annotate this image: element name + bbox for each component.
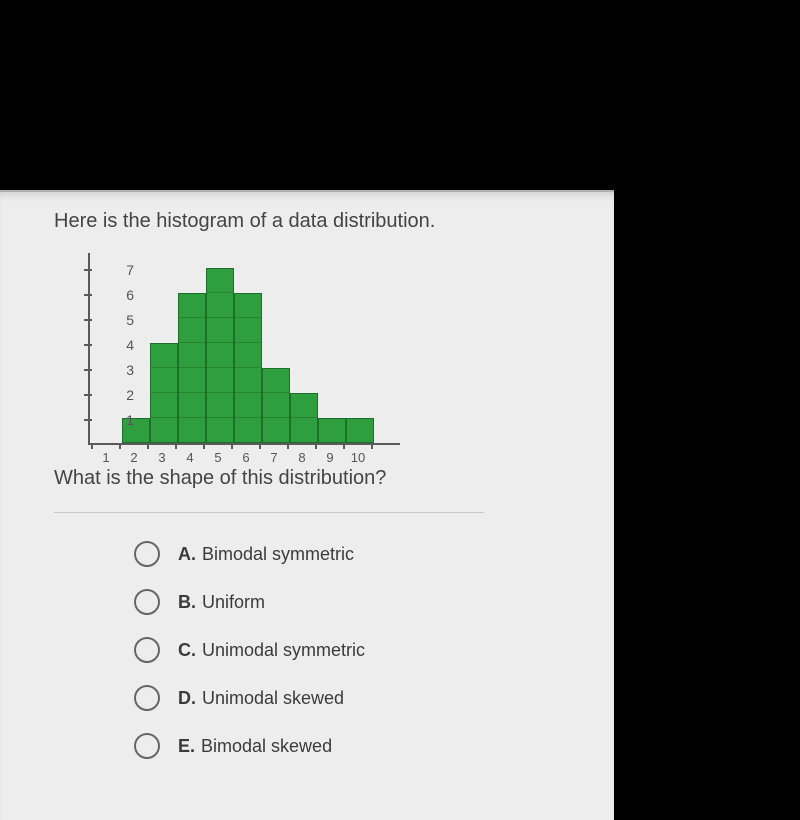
y-tick-mark (84, 419, 92, 421)
option-row-e[interactable]: E. Bimodal skewed (134, 733, 614, 759)
option-letter: A. (178, 544, 196, 565)
bar-inner-grid (151, 417, 177, 418)
histogram-bar (178, 293, 206, 443)
bar-inner-grid (151, 392, 177, 393)
histogram-chart: 1 2 3 4 5 6 7 1 2 3 4 5 6 7 8 9 10 (54, 247, 414, 467)
options-group: A. Bimodal symmetric B. Uniform C. Unimodal s… (54, 541, 614, 759)
x-tick-mark (175, 443, 177, 449)
y-tick-mark (84, 269, 92, 271)
option-text: Uniform (202, 592, 265, 613)
option-letter: B. (178, 592, 196, 613)
x-tick-mark (231, 443, 233, 449)
bar-inner-grid (235, 367, 261, 368)
x-tick-label: 5 (214, 450, 221, 465)
bar-inner-grid (263, 417, 289, 418)
bar-inner-grid (207, 342, 233, 343)
bar-inner-grid (179, 342, 205, 343)
x-tick-label: 7 (270, 450, 277, 465)
histogram-bar (290, 393, 318, 443)
x-tick-mark (119, 443, 121, 449)
y-tick-mark (84, 344, 92, 346)
bar-inner-grid (179, 417, 205, 418)
y-tick-mark (84, 319, 92, 321)
divider (54, 512, 484, 513)
x-tick-mark (259, 443, 261, 449)
histogram-bar (318, 418, 346, 443)
x-tick-label: 2 (130, 450, 137, 465)
option-text: Unimodal symmetric (202, 640, 365, 661)
y-tick-label: 4 (126, 337, 134, 353)
x-tick-mark (203, 443, 205, 449)
bar-inner-grid (235, 342, 261, 343)
x-tick-mark (147, 443, 149, 449)
bar-inner-grid (235, 317, 261, 318)
bar-inner-grid (263, 392, 289, 393)
x-tick-label: 8 (298, 450, 305, 465)
histogram-bar (206, 268, 234, 443)
histogram-bar (262, 368, 290, 443)
y-tick-mark (84, 394, 92, 396)
bar-inner-grid (207, 417, 233, 418)
option-row-c[interactable]: C. Unimodal symmetric (134, 637, 614, 663)
option-row-a[interactable]: A. Bimodal symmetric (134, 541, 614, 567)
y-tick-label: 3 (126, 362, 134, 378)
radio-icon[interactable] (134, 541, 160, 567)
intro-text: Here is the histogram of a data distribu… (54, 210, 614, 233)
y-tick-label: 2 (126, 387, 134, 403)
top-black-region (0, 0, 800, 190)
option-letter: C. (178, 640, 196, 661)
x-tick-label: 9 (326, 450, 333, 465)
x-tick-label: 3 (158, 450, 165, 465)
y-tick-label: 1 (126, 412, 134, 428)
bar-inner-grid (235, 417, 261, 418)
bar-inner-grid (179, 392, 205, 393)
option-text: Unimodal skewed (202, 688, 344, 709)
content-panel: Here is the histogram of a data distribu… (0, 190, 614, 820)
option-row-b[interactable]: B. Uniform (134, 589, 614, 615)
plot-area (88, 253, 400, 445)
radio-icon[interactable] (134, 733, 160, 759)
x-tick-mark (371, 443, 373, 449)
x-tick-mark (343, 443, 345, 449)
histogram-bar (234, 293, 262, 443)
y-tick-label: 5 (126, 312, 134, 328)
bar-inner-grid (207, 392, 233, 393)
radio-icon[interactable] (134, 685, 160, 711)
x-tick-label: 6 (242, 450, 249, 465)
y-tick-label: 6 (126, 287, 134, 303)
option-letter: E. (178, 736, 195, 757)
histogram-bar (150, 343, 178, 443)
y-tick-mark (84, 294, 92, 296)
question-text: What is the shape of this distribution? (54, 467, 614, 490)
option-letter: D. (178, 688, 196, 709)
x-tick-label: 1 (102, 450, 109, 465)
bar-inner-grid (207, 367, 233, 368)
bar-inner-grid (291, 417, 317, 418)
bar-inner-grid (235, 392, 261, 393)
x-tick-mark (91, 443, 93, 449)
bar-inner-grid (151, 367, 177, 368)
y-tick-label: 7 (126, 262, 134, 278)
x-tick-mark (315, 443, 317, 449)
histogram-bar (346, 418, 374, 443)
option-text: Bimodal skewed (201, 736, 332, 757)
option-text: Bimodal symmetric (202, 544, 354, 565)
radio-icon[interactable] (134, 589, 160, 615)
x-tick-mark (287, 443, 289, 449)
x-tick-label: 4 (186, 450, 193, 465)
radio-icon[interactable] (134, 637, 160, 663)
y-tick-mark (84, 369, 92, 371)
bar-inner-grid (207, 317, 233, 318)
bar-inner-grid (179, 367, 205, 368)
bar-inner-grid (179, 317, 205, 318)
bar-inner-grid (207, 292, 233, 293)
x-tick-label: 10 (351, 450, 365, 465)
option-row-d[interactable]: D. Unimodal skewed (134, 685, 614, 711)
